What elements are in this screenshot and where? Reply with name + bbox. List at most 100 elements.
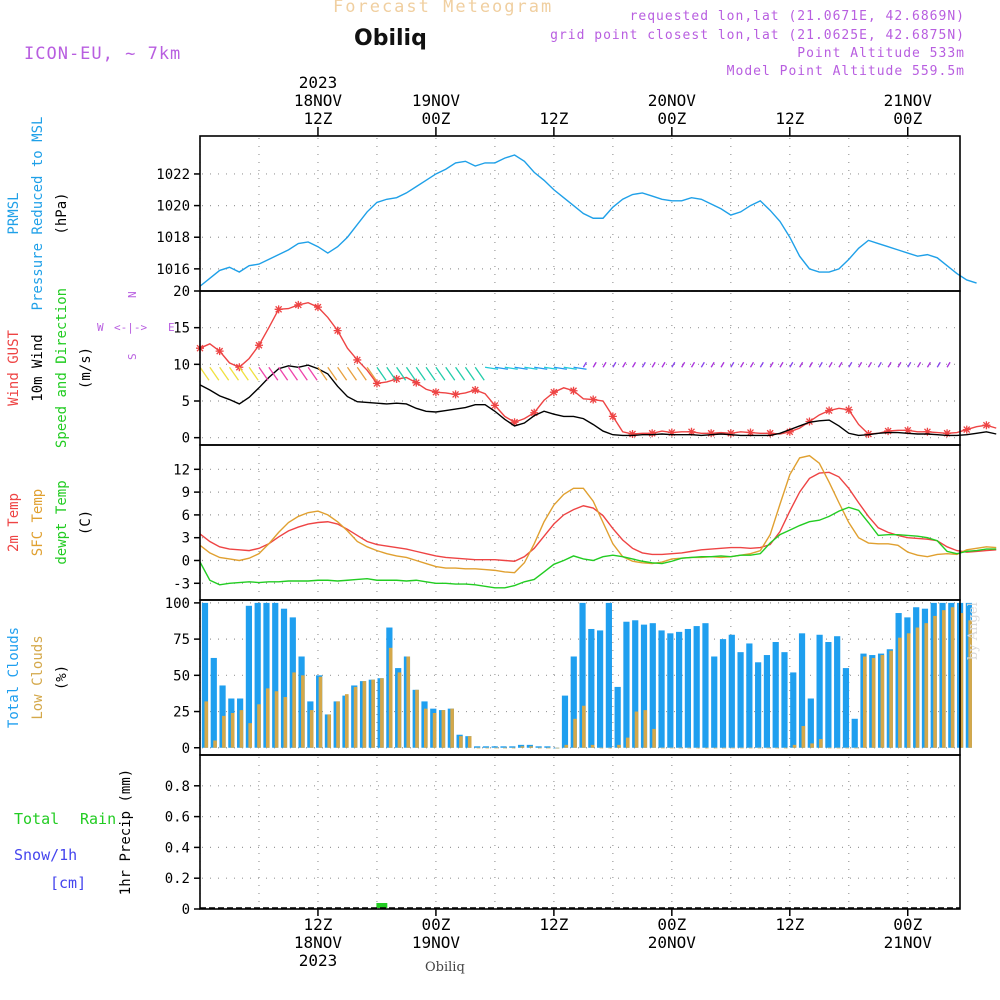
bar-total_clouds [676,631,683,748]
bar-total_clouds [772,642,779,748]
bar-low_clouds [564,744,569,748]
bar-low_clouds [915,627,920,748]
time-label-top: 00Z [893,109,922,128]
gust-marker [648,429,657,438]
axis-title-wind-0: Wind GUST [6,330,22,406]
bar-low_clouds [634,711,639,748]
gust-marker [628,430,637,438]
y-tick-label: 0.2 [165,871,190,887]
wind-direction-arrow [376,366,387,381]
y-tick-label: 50 [173,668,190,684]
bar-low_clouds [643,710,648,748]
wind-direction-arrow [366,366,377,381]
wind-direction-arrow [789,361,794,368]
gust-marker [962,425,971,434]
wind-direction-arrow [740,361,745,368]
gust-marker [746,428,755,437]
wind-direction-arrow [946,361,951,368]
axis-title-temperature-3: (C) [78,510,94,535]
wind-direction-arrow [808,361,814,368]
time-label-top: 12Z [304,109,333,128]
wind-direction-arrow [858,361,863,368]
time-label-top: 12Z [775,109,804,128]
bar-total_clouds [667,633,674,748]
time-label-top: 19NOV [412,91,461,110]
gust-marker [215,347,224,356]
wind-direction-arrow [867,361,872,368]
y-tick-label: 10 [173,357,190,373]
bar-total_clouds [254,602,261,748]
bar-low_clouds [415,689,419,748]
bar-low_clouds [775,747,779,749]
wind-direction-arrow [278,366,289,381]
gust-marker [785,427,794,436]
wind-direction-arrow [287,366,299,381]
time-label-bottom: 00Z [893,915,922,934]
time-label-bottom: 12Z [539,915,568,934]
bar-low_clouds [301,675,305,748]
gust-marker [353,355,362,364]
bar-low_clouds [520,746,525,748]
y-tick-label: 12 [173,462,190,478]
bar-low_clouds [503,747,507,749]
bar-low_clouds [827,747,832,749]
bar-low_clouds [318,676,323,748]
gust-marker [667,428,676,437]
wind-direction-arrow [622,361,627,368]
time-label-top: 18NOV [294,91,343,110]
time-label-bottom: 00Z [421,915,450,934]
series-line-prmsl [199,154,977,287]
time-label-bottom: 00Z [657,915,686,934]
bar-low_clouds [441,710,446,748]
bar-total_clouds [623,621,630,748]
bar-low_clouds [344,694,349,748]
y-tick-label: 0.6 [165,810,190,826]
bar-total_clouds [658,630,665,748]
gust-marker [982,421,991,430]
bar-low_clouds [836,747,841,749]
grid-point-coords: grid point closest lon,lat (21.0625E, 42… [550,28,965,43]
series-line-sfc_temp [199,454,997,574]
bar-low_clouds [959,613,964,748]
wind-direction-arrow [405,366,416,381]
bar-low_clouds [529,746,533,748]
direction-w: W [97,321,104,334]
bar-low_clouds [222,715,226,748]
bar-total_clouds [535,746,542,748]
wind-direction-arrow [346,366,357,381]
gust-marker [510,418,519,427]
bar-low_clouds [898,637,902,748]
time-label-top: 00Z [421,109,450,128]
series-line-temp2m [199,471,997,562]
wind-direction-arrow [356,366,367,381]
wind-direction-arrow [818,361,823,368]
wind-direction-arrow [749,361,755,368]
y-tick-label: 75 [173,632,190,648]
wind-direction-arrow [297,366,308,381]
legend-snow: Snow/1h [14,846,77,864]
bar-total_clouds [579,602,586,748]
bar-low_clouds [906,633,911,748]
wind-direction-arrow [759,361,764,368]
bar-total_clouds [614,686,621,748]
bar-low_clouds [450,708,454,748]
bar-low_clouds [625,737,630,748]
bar-low_clouds [546,747,551,749]
wind-direction-arrow [553,366,567,370]
bar-total_clouds [210,657,217,748]
bar-low_clouds [274,691,279,748]
time-label-bottom: 2023 [299,951,338,970]
axis-title-precipitation-0: 1hr Precip (mm) [118,769,134,895]
legend-total: Total [14,810,59,828]
bar-low_clouds [942,610,946,748]
model-altitude: Model Point Altitude 559.5m [726,64,965,79]
wind-direction-arrow [248,366,259,381]
gust-marker [943,429,952,438]
panel-frame-pressure [199,135,961,292]
time-label-bottom: 19NOV [412,933,461,952]
wind-direction-arrow [494,366,508,370]
bar-total_clouds [684,628,691,748]
gust-marker [294,300,303,309]
time-label-bottom: 21NOV [884,933,933,952]
wind-direction-arrow [199,366,210,381]
